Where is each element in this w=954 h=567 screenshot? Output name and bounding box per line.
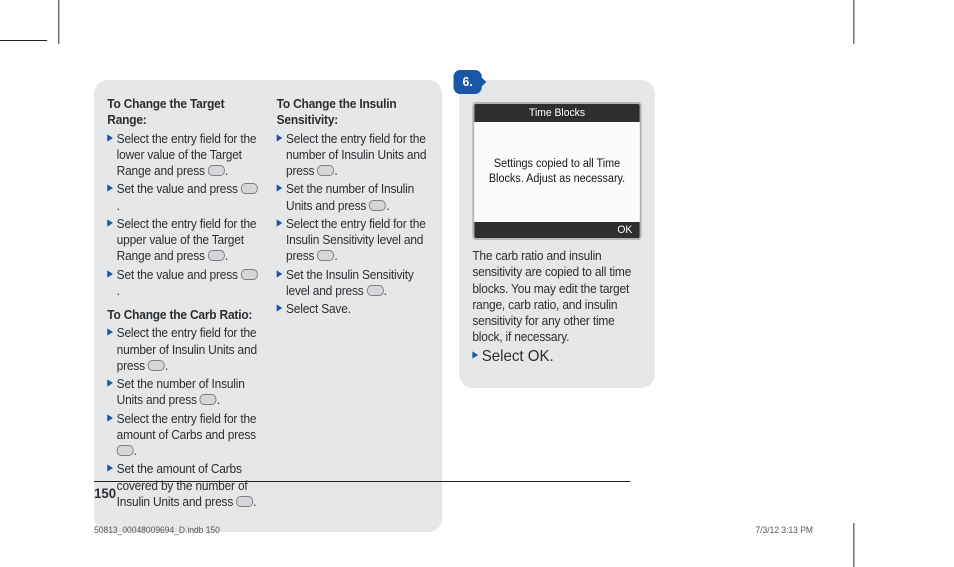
step-number-badge: 6. bbox=[454, 70, 482, 94]
step-text: Select the entry field for the Insulin S… bbox=[286, 217, 426, 264]
ok-button-icon bbox=[241, 183, 258, 194]
crop-mark bbox=[853, 523, 854, 567]
heading-carb-ratio: To Change the Carb Ratio: bbox=[107, 307, 259, 323]
step-item: Select Save. bbox=[277, 301, 429, 317]
step-item: Select the entry field for the amount of… bbox=[107, 411, 259, 460]
ok-button-icon bbox=[208, 165, 225, 176]
step-text: Set the number of Insulin Units and pres… bbox=[117, 377, 245, 407]
footer-file: 50813_00048009694_D.indb 150 bbox=[94, 525, 220, 535]
step-text: Set the value and press bbox=[117, 268, 241, 282]
step-item: Select the entry field for the upper val… bbox=[107, 216, 259, 265]
step-text: Select the entry field for the number of… bbox=[117, 326, 257, 373]
step-text: Select the entry field for the lower val… bbox=[117, 132, 257, 179]
device-screenshot: Time Blocks Settings copied to all Time … bbox=[472, 102, 641, 240]
ok-button-icon bbox=[208, 250, 225, 261]
ok-button-icon bbox=[148, 360, 165, 371]
explanation-text: The carb ratio and insulin sensitivity a… bbox=[472, 248, 641, 346]
device-header: Time Blocks bbox=[474, 104, 640, 122]
step-item: Set the Insulin Sensitivity level and pr… bbox=[277, 267, 429, 300]
step-text: Set the value and press bbox=[117, 182, 241, 196]
step-text: Select Save. bbox=[286, 302, 351, 316]
step-item: Select the entry field for the number of… bbox=[107, 325, 259, 374]
ok-button-icon bbox=[241, 269, 258, 280]
crop-mark bbox=[58, 0, 59, 44]
step-text: Set the Insulin Sensitivity level and pr… bbox=[286, 268, 414, 298]
print-footer: 50813_00048009694_D.indb 150 7/3/12 3:13… bbox=[94, 525, 813, 535]
step-text: Set the number of Insulin Units and pres… bbox=[286, 182, 414, 212]
page-number: 150 bbox=[94, 481, 630, 501]
ok-button-icon bbox=[369, 200, 386, 211]
step-text: Select OK. bbox=[482, 348, 554, 365]
ok-button-icon bbox=[200, 394, 217, 405]
step-item: Set the number of Insulin Units and pres… bbox=[107, 376, 259, 409]
column-middle: To Change the Insulin Sensitivity: Selec… bbox=[277, 96, 429, 512]
footer-date: 7/3/12 3:13 PM bbox=[755, 525, 812, 535]
ok-button-icon bbox=[117, 445, 134, 456]
step-item: Select the entry field for the Insulin S… bbox=[277, 216, 429, 265]
step-item: Select the entry field for the number of… bbox=[277, 131, 429, 180]
step-6-panel: 6. Time Blocks Settings copied to all Ti… bbox=[459, 80, 655, 388]
step-item: Set the value and press . bbox=[107, 267, 259, 300]
device-ok-label: OK bbox=[474, 222, 640, 238]
step-item: Set the value and press . bbox=[107, 181, 259, 214]
step-text: Select the entry field for the upper val… bbox=[117, 217, 257, 264]
step-text: Select the entry field for the number of… bbox=[286, 132, 426, 179]
heading-target-range: To Change the Target Range: bbox=[107, 96, 259, 129]
ok-button-icon bbox=[367, 285, 384, 296]
device-message: Settings copied to all Time Blocks. Adju… bbox=[474, 122, 640, 222]
step-text: Select the entry field for the amount of… bbox=[117, 412, 257, 442]
column-left: To Change the Target Range: Select the e… bbox=[107, 96, 259, 512]
page-content: To Change the Target Range: Select the e… bbox=[94, 80, 813, 487]
instructions-panel: To Change the Target Range: Select the e… bbox=[94, 80, 442, 532]
ok-button-icon bbox=[317, 250, 334, 261]
crop-mark bbox=[853, 0, 854, 44]
step-item: Set the number of Insulin Units and pres… bbox=[277, 181, 429, 214]
step-item: Select the entry field for the lower val… bbox=[107, 131, 259, 180]
heading-insulin-sensitivity: To Change the Insulin Sensitivity: bbox=[277, 96, 429, 129]
crop-mark bbox=[0, 40, 47, 41]
ok-button-icon bbox=[317, 165, 334, 176]
step-item: Select OK. bbox=[472, 348, 641, 366]
